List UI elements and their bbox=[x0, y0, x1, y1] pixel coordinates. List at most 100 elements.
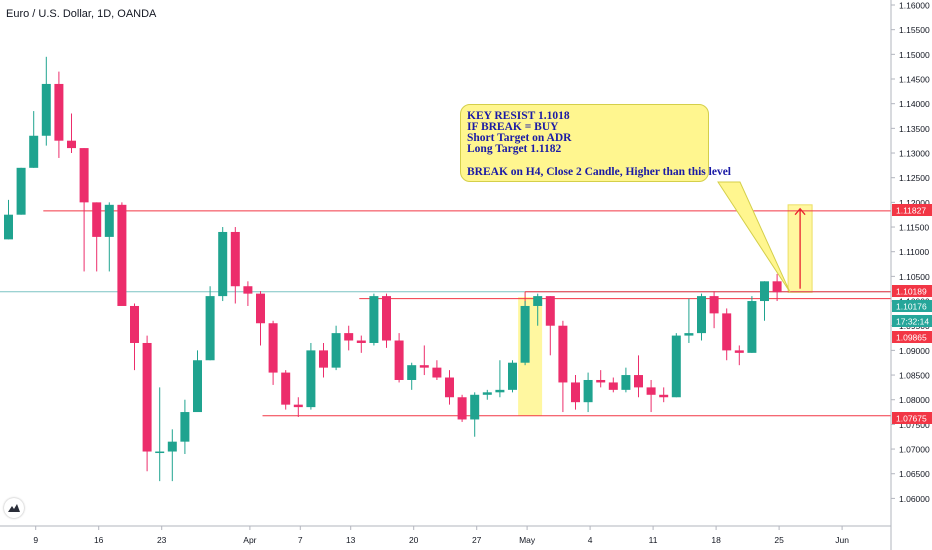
candle-body bbox=[646, 387, 656, 395]
price-label-bg bbox=[892, 315, 932, 327]
candle-body bbox=[155, 451, 165, 454]
price-tick-label: 1.12500 bbox=[899, 173, 930, 183]
annotation-line: IF BREAK = BUY bbox=[467, 121, 559, 133]
candle-body bbox=[193, 360, 202, 413]
candle-body bbox=[697, 296, 706, 334]
price-tick-label: 1.14500 bbox=[899, 75, 930, 85]
price-label-text: 1.10176 bbox=[896, 302, 927, 312]
candle-body bbox=[268, 323, 278, 373]
candle-body bbox=[671, 335, 681, 398]
time-tick-label: 27 bbox=[472, 535, 482, 545]
candle-body bbox=[659, 394, 669, 398]
time-tick-label: 4 bbox=[588, 535, 593, 545]
price-label-text: 1.09865 bbox=[896, 333, 927, 343]
price-tick-label: 1.08500 bbox=[899, 371, 930, 381]
candle-body bbox=[407, 365, 417, 380]
price-tick-label: 1.15000 bbox=[899, 50, 930, 60]
candle-body bbox=[104, 204, 114, 237]
candle-body bbox=[319, 350, 328, 368]
candle-body bbox=[117, 204, 127, 306]
price-tick-label: 1.11000 bbox=[899, 247, 929, 257]
annotation-line: KEY RESIST 1.1018 bbox=[467, 110, 570, 122]
price-label-bg bbox=[892, 331, 932, 343]
time-tick-label: 13 bbox=[346, 535, 356, 545]
candle-body bbox=[734, 350, 744, 353]
price-label-text: 1.11827 bbox=[896, 206, 926, 216]
annotation-pointer bbox=[717, 181, 791, 293]
price-tick-label: 1.14000 bbox=[899, 99, 930, 109]
candle-body bbox=[457, 397, 467, 420]
candle-body bbox=[41, 83, 51, 136]
price-label-bg bbox=[892, 412, 932, 424]
candle-body bbox=[608, 382, 618, 390]
candle-body bbox=[571, 382, 580, 403]
candle-body bbox=[772, 281, 782, 293]
price-label-bg bbox=[892, 285, 932, 297]
time-tick-label: 9 bbox=[33, 535, 38, 545]
candle-body bbox=[419, 365, 429, 368]
candle-body bbox=[67, 140, 76, 149]
price-label-text: 17:32:14 bbox=[896, 317, 929, 327]
candle-body bbox=[369, 296, 379, 343]
price-axis-bg bbox=[891, 0, 932, 550]
time-tick-label: 18 bbox=[711, 535, 721, 545]
candle-body bbox=[394, 340, 404, 380]
candle-body bbox=[583, 379, 593, 403]
candle-body bbox=[356, 340, 366, 343]
candle-body bbox=[495, 389, 505, 393]
candle-body bbox=[306, 350, 316, 408]
candle-body bbox=[684, 333, 694, 336]
price-tick-label: 1.16000 bbox=[899, 1, 930, 11]
price-tick-label: 1.07000 bbox=[899, 445, 930, 455]
candle-body bbox=[54, 83, 64, 141]
candle-body bbox=[218, 231, 228, 297]
candle-body bbox=[130, 305, 139, 343]
candle-body bbox=[596, 379, 606, 383]
candle-body bbox=[142, 342, 152, 452]
time-tick-label: Jun bbox=[835, 535, 849, 545]
price-label-text: 1.07675 bbox=[896, 414, 927, 424]
tradingview-logo-icon[interactable] bbox=[4, 498, 24, 518]
annotation-callout[interactable]: KEY RESIST 1.1018 IF BREAK = BUY Short T… bbox=[460, 104, 731, 182]
price-label-text: 1.10189 bbox=[896, 287, 927, 297]
candle-body bbox=[230, 231, 240, 287]
time-tick-label: 7 bbox=[298, 535, 303, 545]
candle-body bbox=[344, 333, 354, 341]
candle-body bbox=[722, 313, 732, 351]
time-tick-label: Apr bbox=[243, 535, 256, 545]
candle-body bbox=[281, 372, 291, 405]
candle-body bbox=[520, 305, 530, 363]
candle-body bbox=[243, 286, 253, 294]
candle-body bbox=[293, 404, 303, 408]
time-tick-label: 25 bbox=[774, 535, 784, 545]
candle-body bbox=[533, 296, 543, 306]
candle-body bbox=[482, 392, 492, 395]
candle-body bbox=[558, 325, 568, 383]
annotation-line: BREAK on H4, Close 2 Candle, Higher than… bbox=[467, 166, 731, 178]
candle-body bbox=[445, 377, 454, 398]
candle-body bbox=[331, 333, 341, 368]
candle-body bbox=[4, 214, 13, 240]
candle-body bbox=[760, 281, 769, 302]
time-tick-label: May bbox=[519, 535, 536, 545]
candle-body bbox=[545, 296, 555, 326]
candle-body bbox=[92, 202, 102, 237]
candle-body bbox=[432, 367, 442, 378]
candle-body bbox=[79, 148, 89, 203]
candle-body bbox=[167, 441, 177, 452]
annotation-line: Short Target on ADR bbox=[467, 132, 572, 144]
price-label-bg bbox=[892, 300, 932, 312]
candle-body bbox=[709, 296, 719, 314]
price-tick-label: 1.07500 bbox=[899, 420, 930, 430]
price-tick-label: 1.06000 bbox=[899, 494, 930, 504]
candle-body bbox=[382, 296, 391, 341]
annotation-line: Long Target 1.1182 bbox=[467, 143, 562, 155]
price-tick-label: 1.15500 bbox=[899, 25, 930, 35]
candle-body bbox=[621, 375, 631, 390]
price-tick-label: 1.09000 bbox=[899, 346, 930, 356]
time-tick-label: 11 bbox=[649, 535, 658, 545]
price-tick-label: 1.11500 bbox=[899, 223, 929, 233]
price-tick-label: 1.13000 bbox=[899, 149, 930, 159]
price-tick-label: 1.10500 bbox=[899, 272, 930, 282]
